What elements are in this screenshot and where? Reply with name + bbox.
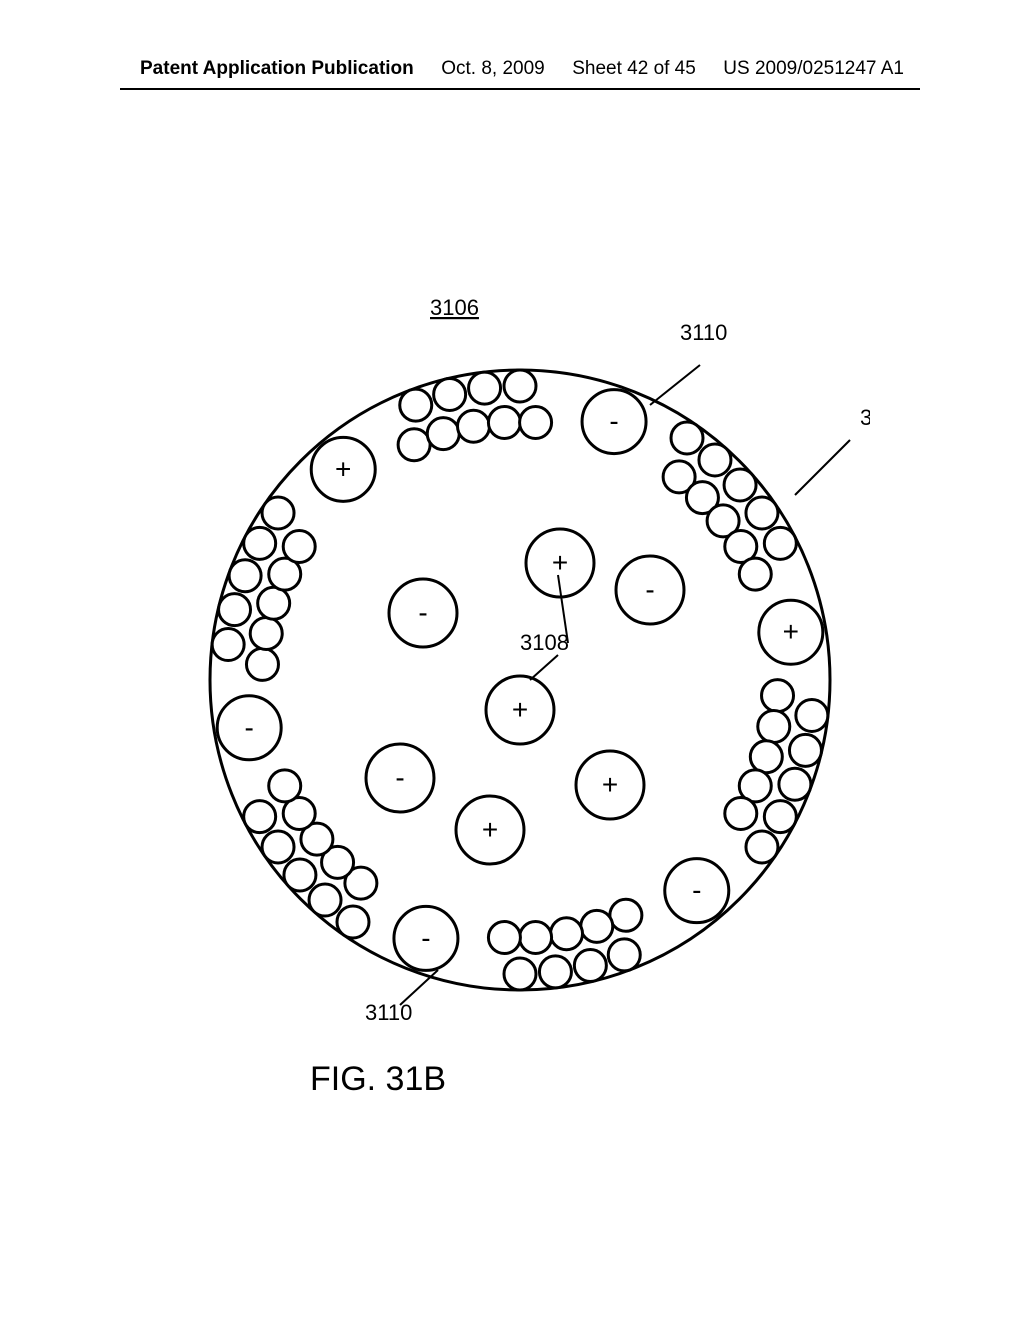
- minus-icon: -: [645, 574, 654, 605]
- ref-label-3110-b: 3110: [860, 405, 870, 430]
- perimeter-small-circle: [457, 410, 489, 442]
- header-sheet: Sheet 42 of 45: [572, 58, 696, 80]
- perimeter-small-circle: [551, 918, 583, 950]
- plus-icon: +: [552, 547, 568, 578]
- ref-label-3106: 3106: [430, 295, 479, 320]
- header-publication: Patent Application Publication: [140, 58, 414, 80]
- ref-label-3110-c: 3110: [365, 1000, 412, 1025]
- perimeter-small-circle: [764, 527, 796, 559]
- perimeter-small-circle: [284, 859, 316, 891]
- page-header: Patent Application Publication Oct. 8, 2…: [0, 58, 1024, 80]
- perimeter-small-circle: [520, 922, 552, 954]
- figure-container: --+-+-++---++31063108311031103110FIG. 31…: [170, 280, 870, 1030]
- perimeter-small-circle: [269, 770, 301, 802]
- perimeter-small-circle: [244, 801, 276, 833]
- perimeter-small-circle: [779, 768, 811, 800]
- leader-line: [795, 440, 850, 495]
- minus-icon: -: [395, 762, 404, 793]
- perimeter-small-circle: [699, 444, 731, 476]
- plus-icon: +: [482, 814, 498, 845]
- perimeter-small-circle: [746, 831, 778, 863]
- perimeter-small-circle: [229, 560, 261, 592]
- minus-icon: -: [692, 875, 701, 906]
- perimeter-small-circle: [671, 422, 703, 454]
- perimeter-small-circle: [283, 531, 315, 563]
- header-docnum: US 2009/0251247 A1: [723, 58, 904, 80]
- plus-icon: +: [512, 694, 528, 725]
- perimeter-small-circle: [725, 797, 757, 829]
- minus-icon: -: [421, 922, 430, 953]
- ref-label-3110-a: 3110: [680, 320, 727, 345]
- perimeter-small-circle: [724, 469, 756, 501]
- minus-icon: -: [418, 597, 427, 628]
- perimeter-small-circle: [758, 711, 790, 743]
- plus-icon: +: [602, 769, 618, 800]
- perimeter-small-circle: [246, 648, 278, 680]
- perimeter-small-circle: [504, 958, 536, 990]
- perimeter-small-circle: [309, 884, 341, 916]
- perimeter-small-circle: [262, 831, 294, 863]
- perimeter-small-circle: [244, 527, 276, 559]
- header-date: Oct. 8, 2009: [441, 58, 545, 80]
- perimeter-small-circle: [337, 906, 369, 938]
- perimeter-small-circle: [610, 899, 642, 931]
- perimeter-small-circle: [219, 594, 251, 626]
- header-rule: [120, 88, 920, 90]
- perimeter-small-circle: [520, 406, 552, 438]
- perimeter-small-circle: [250, 617, 282, 649]
- perimeter-small-circle: [398, 429, 430, 461]
- perimeter-small-circle: [608, 939, 640, 971]
- perimeter-small-circle: [504, 370, 536, 402]
- ref-label-3108: 3108: [520, 630, 569, 655]
- perimeter-small-circle: [789, 734, 821, 766]
- plus-icon: +: [335, 453, 351, 484]
- perimeter-small-circle: [212, 629, 244, 661]
- perimeter-small-circle: [750, 741, 782, 773]
- figure-label: FIG. 31B: [310, 1060, 446, 1098]
- minus-icon: -: [245, 712, 254, 743]
- figure-svg: - - + - + - + + - - - + +3106 3108 3110 3110 3110 FIG. 31…: [170, 280, 870, 1130]
- perimeter-small-circle: [258, 587, 290, 619]
- perimeter-small-circle: [581, 910, 613, 942]
- perimeter-small-circle: [488, 922, 520, 954]
- perimeter-small-circle: [469, 372, 501, 404]
- plus-icon: +: [783, 616, 799, 647]
- leader-line: [650, 365, 700, 405]
- perimeter-small-circle: [262, 497, 294, 529]
- perimeter-small-circle: [796, 699, 828, 731]
- perimeter-small-circle: [488, 406, 520, 438]
- perimeter-small-circle: [434, 379, 466, 411]
- perimeter-small-circle: [400, 389, 432, 421]
- minus-icon: -: [609, 406, 618, 437]
- perimeter-small-circle: [739, 558, 771, 590]
- perimeter-small-circle: [762, 680, 794, 712]
- perimeter-small-circle: [427, 418, 459, 450]
- perimeter-small-circle: [764, 801, 796, 833]
- perimeter-small-circle: [539, 956, 571, 988]
- perimeter-small-circle: [746, 497, 778, 529]
- perimeter-small-circle: [574, 949, 606, 981]
